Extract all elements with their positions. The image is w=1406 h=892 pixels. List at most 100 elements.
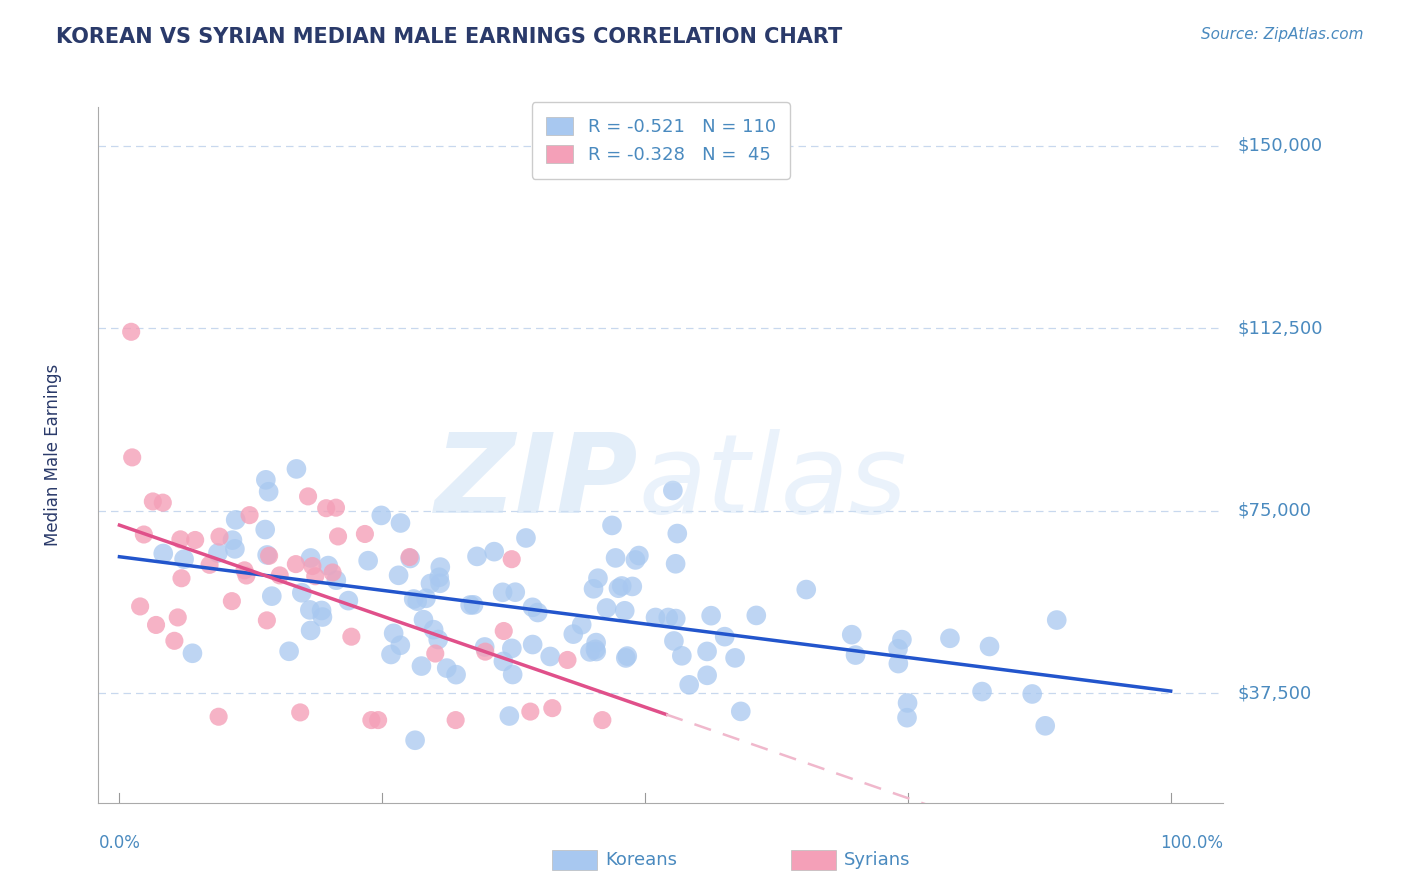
Point <box>411 659 433 673</box>
Point <box>224 541 246 556</box>
Point <box>260 589 283 603</box>
Point <box>340 630 363 644</box>
Point <box>671 648 693 663</box>
Point <box>624 553 647 567</box>
Point <box>337 593 360 607</box>
Point <box>367 713 389 727</box>
Point <box>412 613 434 627</box>
Text: 100.0%: 100.0% <box>1160 834 1223 852</box>
Point <box>406 594 429 608</box>
Point <box>582 582 605 596</box>
Point <box>221 594 243 608</box>
Point <box>541 701 564 715</box>
Point <box>173 552 195 566</box>
Text: $150,000: $150,000 <box>1237 137 1322 155</box>
Point <box>254 523 277 537</box>
Point <box>166 610 188 624</box>
Text: ZIP: ZIP <box>434 429 638 536</box>
Point <box>427 632 450 647</box>
Point <box>422 623 444 637</box>
Point <box>269 568 291 582</box>
Point <box>607 581 630 595</box>
Point <box>398 549 420 564</box>
Point <box>415 591 437 606</box>
Point <box>425 647 447 661</box>
Point <box>662 483 685 498</box>
Point <box>299 624 322 638</box>
Point <box>939 632 962 646</box>
Point <box>970 684 993 698</box>
Point <box>678 678 700 692</box>
Point <box>1021 687 1043 701</box>
Point <box>498 709 520 723</box>
Point <box>730 705 752 719</box>
Point <box>315 501 337 516</box>
Point <box>585 635 607 649</box>
Point <box>724 651 747 665</box>
Point <box>887 657 910 671</box>
Point <box>657 610 679 624</box>
Point <box>257 549 280 563</box>
Point <box>382 626 405 640</box>
Point <box>290 706 312 720</box>
Point <box>152 496 174 510</box>
Point <box>181 646 204 660</box>
Point <box>254 473 277 487</box>
Point <box>595 601 617 615</box>
Point <box>665 557 688 571</box>
Point <box>322 566 344 580</box>
Text: 0.0%: 0.0% <box>98 834 141 852</box>
Text: atlas: atlas <box>638 429 907 536</box>
Point <box>474 640 496 654</box>
Point <box>614 651 637 665</box>
Point <box>278 644 301 658</box>
Point <box>301 559 323 574</box>
Point <box>225 513 247 527</box>
Text: Koreans: Koreans <box>605 851 678 869</box>
Point <box>794 582 817 597</box>
Point <box>387 568 409 582</box>
Point <box>257 484 280 499</box>
Text: $75,000: $75,000 <box>1237 502 1312 520</box>
Text: Source: ZipAtlas.com: Source: ZipAtlas.com <box>1201 27 1364 42</box>
Point <box>501 641 523 656</box>
Point <box>256 613 278 627</box>
Point <box>526 606 548 620</box>
Point <box>627 549 650 563</box>
Point <box>844 648 866 662</box>
Point <box>132 527 155 541</box>
Point <box>239 508 262 523</box>
Point <box>1033 719 1056 733</box>
Point <box>325 500 347 515</box>
Point <box>586 571 609 585</box>
Point <box>463 598 485 612</box>
Point <box>129 599 152 614</box>
Point <box>357 554 380 568</box>
Text: $112,500: $112,500 <box>1237 319 1323 337</box>
Point <box>285 462 308 476</box>
Point <box>170 571 193 585</box>
Point <box>326 529 349 543</box>
Point <box>522 600 544 615</box>
Point <box>360 713 382 727</box>
Point <box>503 585 526 599</box>
Point <box>436 661 458 675</box>
Point <box>145 618 167 632</box>
Point <box>696 644 718 658</box>
Point <box>419 576 441 591</box>
Point <box>841 628 863 642</box>
Point <box>120 325 142 339</box>
Point <box>515 531 537 545</box>
Point <box>890 632 912 647</box>
Point <box>538 649 561 664</box>
Point <box>152 547 174 561</box>
Point <box>585 644 607 658</box>
Point <box>444 713 467 727</box>
Point <box>482 544 505 558</box>
Point <box>501 552 523 566</box>
Point <box>492 654 515 668</box>
Point <box>169 533 191 547</box>
Point <box>465 549 488 564</box>
Point <box>519 705 541 719</box>
Point <box>208 530 231 544</box>
